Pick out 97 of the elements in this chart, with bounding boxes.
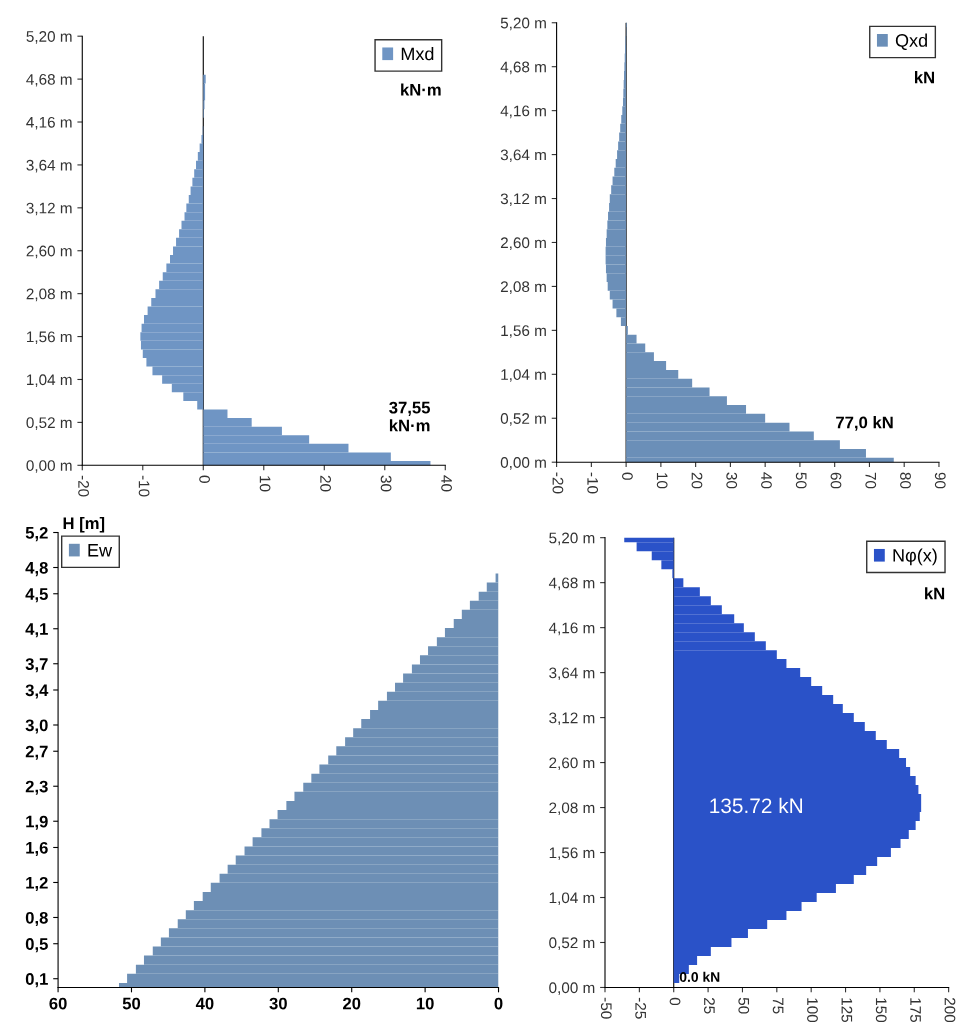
y-tick-label: 2,60 m (500, 237, 546, 250)
y-tick-label: 4,5 (25, 588, 48, 603)
y-tick-label: 4,1 (25, 623, 48, 638)
x-tick-label: 10 (259, 476, 271, 492)
y-tick-label: 0,00 m (26, 460, 72, 473)
x-tick-label: 60 (830, 472, 842, 489)
y-tick-label: 3,12 m (26, 202, 72, 216)
y-tick-label: 0,1 (25, 973, 48, 988)
x-tick-label: 20 (343, 997, 361, 1010)
x-tick-label: -50 (600, 997, 612, 1019)
y-tick-label: 1,04 m (27, 374, 72, 387)
x-tick-label: -20 (78, 475, 89, 497)
y-tick-label: 4,68 m (548, 577, 595, 591)
annotation: 135.72 kN (710, 797, 802, 814)
x-tick-label: 20 (320, 475, 331, 492)
y-tick-label: 2,3 (25, 780, 48, 795)
y-tick-label: 0,8 (25, 911, 48, 927)
annotation: kN·m (401, 83, 441, 96)
y-tick-label: 4,8 (25, 561, 48, 577)
x-tick-label: -20 (552, 472, 564, 494)
x-tick-label: 30 (269, 997, 287, 1010)
x-tick-label: 20 (691, 472, 703, 489)
y-tick-label: 1,6 (26, 841, 48, 857)
legend-label: Ew (88, 544, 113, 557)
y-axis-title: H [m] (63, 516, 105, 533)
x-tick-label: 200 (944, 997, 956, 1023)
y-tick-label: 5,20 m (26, 31, 72, 44)
annotation: kN (925, 587, 945, 600)
x-tick-label: 0 (622, 472, 633, 480)
x-tick-label: 150 (875, 998, 887, 1023)
x-tick-label: 80 (900, 472, 911, 489)
x-tick-label: 70 (865, 472, 877, 489)
y-tick-label: 0,00 m (549, 982, 595, 995)
x-tick-label: 10 (656, 473, 668, 489)
y-tick-label: 3,4 (25, 684, 49, 699)
y-tick-label: 4,16 m (548, 622, 595, 636)
y-tick-label: 4,16 m (26, 116, 72, 130)
y-tick-label: 3,64 m (500, 149, 546, 163)
annotation: kN (915, 71, 935, 84)
y-tick-label: 2,60 m (549, 757, 595, 771)
y-tick-label: 5,2 (25, 526, 48, 542)
x-tick-label: 10 (416, 997, 434, 1010)
y-tick-label: 5,20 m (549, 532, 595, 546)
x-tick-label: 50 (795, 472, 807, 489)
annotation: 0.0 kN (679, 971, 720, 982)
y-tick-label: 3,12 m (500, 193, 546, 207)
x-tick-label: 40 (441, 475, 452, 492)
y-tick-label: 0,5 (25, 938, 48, 953)
x-tick-label: 50 (122, 997, 141, 1010)
y-tick-label: 0,52 m (26, 417, 72, 430)
y-tick-label: 4,68 m (500, 61, 546, 75)
annotation: 37,55 kN·m (389, 401, 430, 432)
x-tick-label: -10 (138, 475, 150, 497)
y-tick-label: 0,52 m (549, 937, 595, 950)
y-tick-label: 1,2 (26, 876, 48, 892)
legend-label: Nφ(x) (893, 548, 937, 566)
y-tick-label: 1,56 m (549, 847, 595, 861)
y-tick-label: 3,64 m (26, 159, 72, 173)
y-tick-label: 2,60 m (26, 245, 72, 259)
y-tick-label: 4,68 m (26, 73, 72, 87)
x-tick-label: -25 (635, 997, 647, 1019)
x-tick-label: 125 (841, 998, 853, 1023)
y-tick-label: 5,20 m (500, 17, 546, 31)
y-tick-label: 2,08 m (26, 288, 72, 302)
x-tick-label: 25 (703, 997, 715, 1014)
y-tick-label: 4,16 m (500, 105, 546, 119)
y-tick-label: 1,56 m (27, 331, 72, 345)
x-tick-label: 60 (49, 997, 67, 1010)
x-tick-label: 0 (199, 475, 210, 483)
y-tick-label: 1,56 m (501, 325, 546, 338)
legend-label: Qxd (895, 33, 927, 51)
x-tick-label: 0 (494, 997, 503, 1010)
y-tick-label: 3,7 (25, 658, 48, 673)
x-tick-label: -10 (587, 472, 599, 494)
annotation: 77,0 kN (836, 416, 893, 431)
x-tick-label: 100 (807, 998, 818, 1023)
x-tick-label: 30 (726, 472, 738, 489)
y-tick-label: 2,7 (25, 745, 48, 760)
y-tick-label: 0,00 m (500, 457, 546, 470)
x-tick-label: 30 (380, 475, 392, 492)
x-tick-label: 75 (772, 997, 784, 1014)
y-tick-label: 2,08 m (549, 802, 595, 816)
x-tick-label: 40 (195, 997, 214, 1010)
y-tick-label: 3,12 m (549, 712, 595, 726)
x-tick-label: 90 (934, 472, 946, 489)
x-tick-label: 40 (761, 472, 772, 489)
x-tick-label: 50 (738, 997, 750, 1014)
y-tick-label: 0,52 m (500, 413, 546, 426)
x-tick-label: 175 (910, 998, 921, 1023)
y-tick-label: 1,04 m (549, 892, 595, 905)
y-tick-label: 3,0 (25, 719, 48, 734)
y-tick-label: 2,08 m (500, 281, 546, 294)
legend-label: Mxd (401, 47, 434, 61)
x-tick-label: 0 (669, 997, 681, 1006)
y-tick-label: 1,04 m (501, 369, 546, 382)
y-tick-label: 1,9 (26, 815, 48, 830)
y-tick-label: 3,64 m (549, 667, 595, 681)
